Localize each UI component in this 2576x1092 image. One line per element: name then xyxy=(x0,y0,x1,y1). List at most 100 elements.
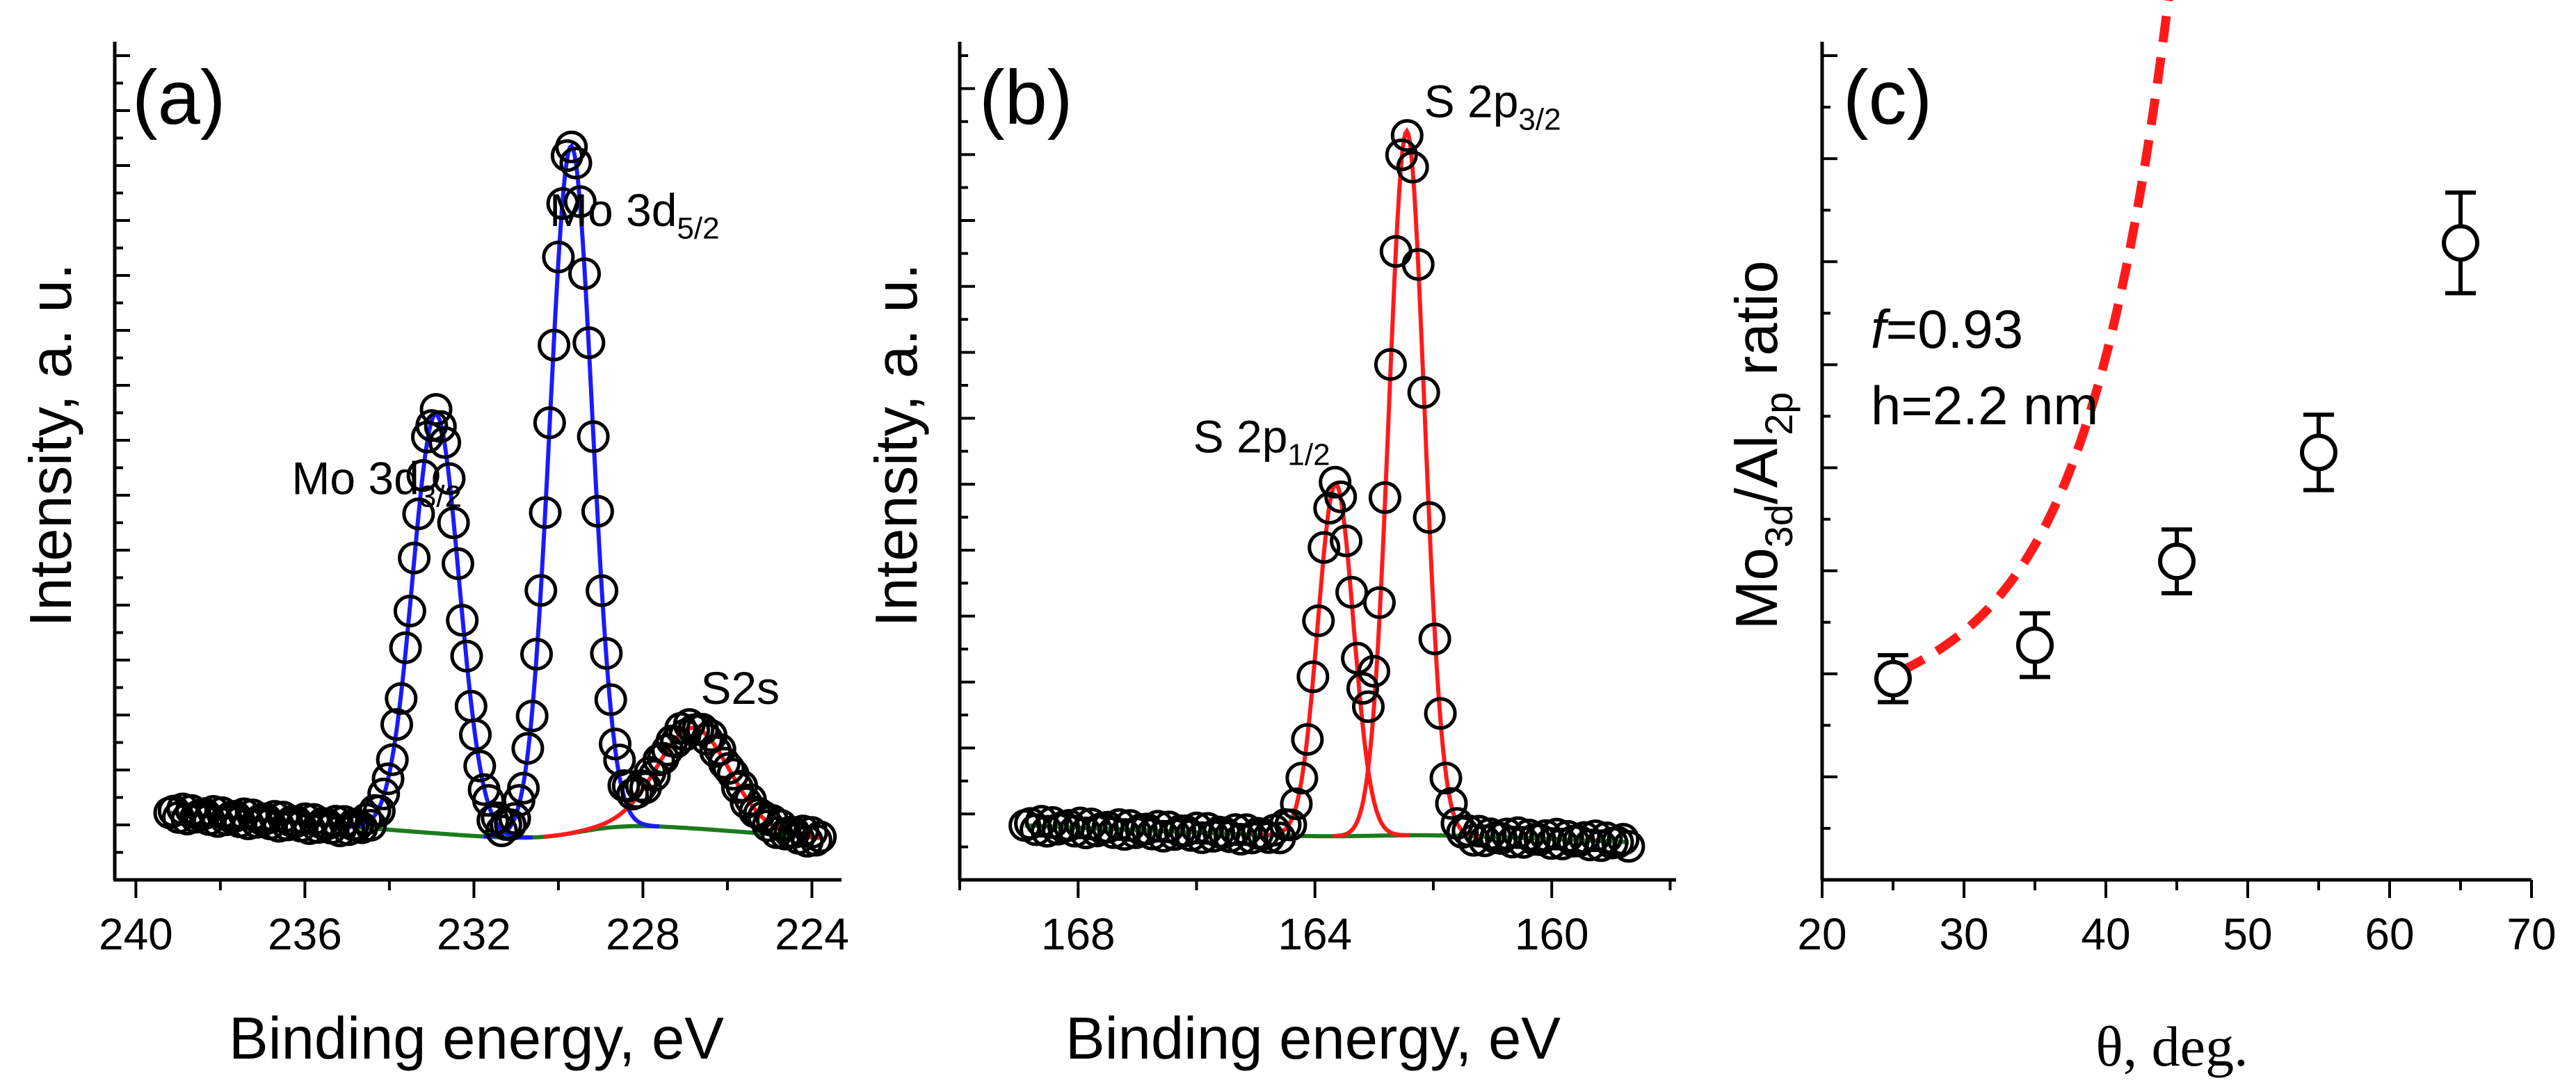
data-point xyxy=(459,718,492,751)
peak-annotation: Mo 3d5/2 xyxy=(549,184,720,246)
panel-a-axes: 240 236 232 228 224 xyxy=(99,42,849,959)
panel-b-xlabel: Binding energy, eV xyxy=(1065,1006,1561,1072)
ylabel-al: /Al xyxy=(1724,435,1790,504)
panel-c-label: (c) xyxy=(1843,55,1932,140)
data-point xyxy=(1385,138,1418,172)
data-point xyxy=(1412,501,1446,534)
data-point xyxy=(1374,348,1407,381)
data-point xyxy=(590,636,623,670)
x-tick-label: 224 xyxy=(775,909,849,959)
data-point xyxy=(1346,672,1379,705)
panel-c-xlabel: θ, deg. xyxy=(2095,1015,2248,1078)
data-point xyxy=(520,638,553,671)
peak-annotation: S2s xyxy=(700,662,780,714)
data-point xyxy=(463,749,497,782)
data-point xyxy=(498,802,531,835)
data-point xyxy=(402,497,435,531)
panel-c-text-f: f=0.93 xyxy=(1871,298,2023,360)
x-tick-label: 160 xyxy=(1515,909,1589,959)
data-point xyxy=(1368,481,1401,514)
data-point xyxy=(380,708,413,741)
data-point xyxy=(555,130,588,163)
scatter-point xyxy=(2158,527,2196,595)
x-tick-label: 164 xyxy=(1278,909,1352,959)
data-point xyxy=(2300,433,2337,472)
data-point xyxy=(1612,830,1645,863)
x-tick-label: 70 xyxy=(2506,909,2556,959)
text-f-value: =0.93 xyxy=(1886,298,2023,360)
data-point xyxy=(708,746,741,780)
panel-b: 168 164 160 (b) Binding energy, eV Intensi… xyxy=(864,42,1676,1072)
data-point xyxy=(389,631,422,664)
data-point xyxy=(376,743,409,776)
data-point xyxy=(450,639,483,673)
data-point xyxy=(1401,248,1435,281)
scatter-point xyxy=(2300,412,2337,492)
panel-a-points xyxy=(153,130,837,858)
fit-s-2p3/2 xyxy=(1333,127,1481,839)
panel-a-ylabel: Intensity, a. u. xyxy=(18,264,84,627)
data-point xyxy=(1418,623,1451,656)
panel-a-annotations: Mo 3d3/2 Mo 3d5/2 S2s xyxy=(291,184,780,714)
data-point xyxy=(1335,576,1369,609)
data-point xyxy=(385,682,418,715)
ylabel-sub-2p: 2p xyxy=(1757,392,1801,435)
panel-a-label: (a) xyxy=(132,55,225,140)
data-point xyxy=(559,146,593,179)
data-point xyxy=(406,459,440,492)
x-tick-label: 20 xyxy=(1797,909,1846,959)
data-point xyxy=(1607,823,1640,856)
panel-a: 240 236 232 228 224 (a) Binding energy, eV I… xyxy=(18,42,849,1072)
data-point xyxy=(594,683,627,716)
data-point xyxy=(2158,543,2196,581)
data-point xyxy=(1424,697,1457,730)
data-point xyxy=(1280,787,1313,821)
data-point xyxy=(542,241,575,273)
data-point xyxy=(1435,787,1468,820)
x-tick-label: 30 xyxy=(1939,909,1988,959)
scatter-point xyxy=(1874,653,1912,705)
data-point xyxy=(1291,723,1324,756)
data-point xyxy=(511,732,545,765)
data-point xyxy=(799,824,832,857)
peak-annotation: S 2p3/2 xyxy=(1424,75,1561,136)
panel-b-label: (b) xyxy=(979,55,1072,140)
x-tick-label: 50 xyxy=(2223,909,2272,959)
panel-b-ylabel: Intensity, a. u. xyxy=(864,264,930,627)
data-point xyxy=(419,393,453,426)
data-point xyxy=(1285,762,1319,795)
data-point xyxy=(1407,376,1440,409)
data-point xyxy=(1319,465,1352,499)
data-point xyxy=(577,420,610,453)
data-point xyxy=(424,410,457,443)
text-h-value: h=2.2 nm xyxy=(1871,375,2098,436)
data-point xyxy=(703,733,736,766)
data-point xyxy=(1429,762,1463,795)
data-point xyxy=(2016,626,2054,664)
data-point xyxy=(1330,524,1363,558)
data-point xyxy=(1362,586,1396,619)
data-point xyxy=(1307,531,1341,564)
data-point xyxy=(441,547,474,580)
data-point xyxy=(533,406,566,440)
x-tick-label: 232 xyxy=(437,909,511,959)
data-point xyxy=(446,604,479,637)
data-point xyxy=(638,759,671,792)
scatter-point xyxy=(2016,611,2054,680)
peak-annotation: Mo 3d3/2 xyxy=(291,453,462,514)
data-point xyxy=(362,794,396,828)
data-point xyxy=(371,762,405,796)
data-point xyxy=(507,771,540,805)
data-point xyxy=(572,326,606,360)
data-point xyxy=(433,462,466,495)
data-point xyxy=(1874,659,1912,698)
data-point xyxy=(1352,690,1385,723)
data-point xyxy=(1274,808,1307,842)
data-point xyxy=(398,541,431,575)
data-point xyxy=(393,595,426,627)
data-point xyxy=(1296,660,1330,693)
data-point xyxy=(563,185,597,218)
data-point xyxy=(1324,480,1358,513)
peak-annotation: S 2p1/2 xyxy=(1193,410,1330,472)
data-point xyxy=(1313,492,1346,525)
